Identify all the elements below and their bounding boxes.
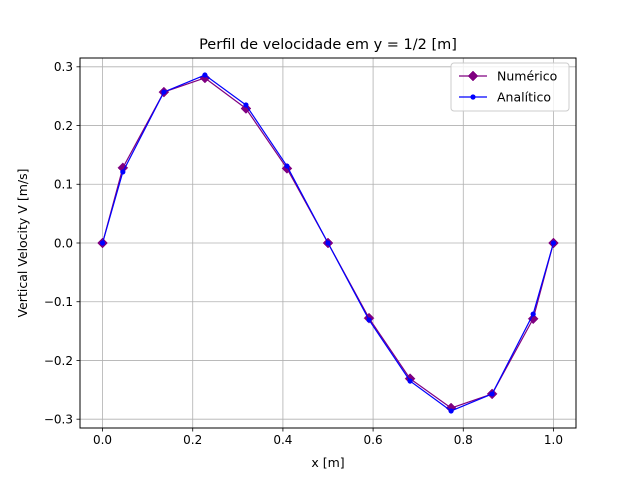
y-tick-label: −0.1 (44, 295, 73, 309)
data-point (120, 169, 126, 175)
x-tick-label: 0.8 (454, 433, 473, 447)
y-tick-label: 0.2 (54, 119, 73, 133)
legend-swatch-marker (470, 94, 476, 100)
data-point (240, 103, 252, 114)
data-point (325, 240, 331, 246)
data-point (489, 391, 495, 397)
data-point (527, 313, 539, 325)
ticks: 0.0 0.2 0.4 0.6 0.8 1.0 −0.3 −0.2 −0.1 0.0 0.1 0.2 0… (44, 60, 563, 447)
data-point (161, 89, 167, 95)
data-point (243, 102, 249, 108)
y-tick-label: 0.0 (54, 236, 73, 250)
x-axis-label: x [m] (311, 455, 344, 470)
legend-label: Numérico (497, 69, 557, 84)
y-tick-label: 0.3 (54, 60, 73, 74)
x-tick-label: 1.0 (544, 433, 563, 447)
data-point (407, 378, 413, 384)
x-tick-label: 0.4 (273, 433, 292, 447)
legend-swatch-marker (467, 70, 479, 82)
y-tick-label: −0.3 (44, 412, 73, 426)
data-point (448, 408, 454, 414)
y-tick-label: −0.2 (44, 354, 73, 368)
data-point (99, 240, 106, 246)
data-point (284, 163, 290, 169)
x-tick-label: 0.6 (364, 433, 383, 447)
series-2 (99, 72, 557, 414)
chart-title: Perfil de velocidade em y = 1/2 [m] (199, 37, 457, 53)
data-point (530, 311, 536, 317)
legend-box (450, 62, 570, 112)
y-tick-label: 0.1 (54, 178, 73, 192)
data-point (202, 72, 208, 78)
data-point (550, 240, 557, 246)
legend-label: Analítico (497, 90, 551, 105)
legend: Numérico Analítico (450, 62, 570, 112)
x-tick-label: 0.0 (93, 433, 112, 447)
y-axis-label: Vertical Velocity V [m/s] (15, 169, 30, 318)
data-point (366, 317, 372, 323)
x-tick-label: 0.2 (183, 433, 202, 447)
series-layer (97, 72, 559, 414)
